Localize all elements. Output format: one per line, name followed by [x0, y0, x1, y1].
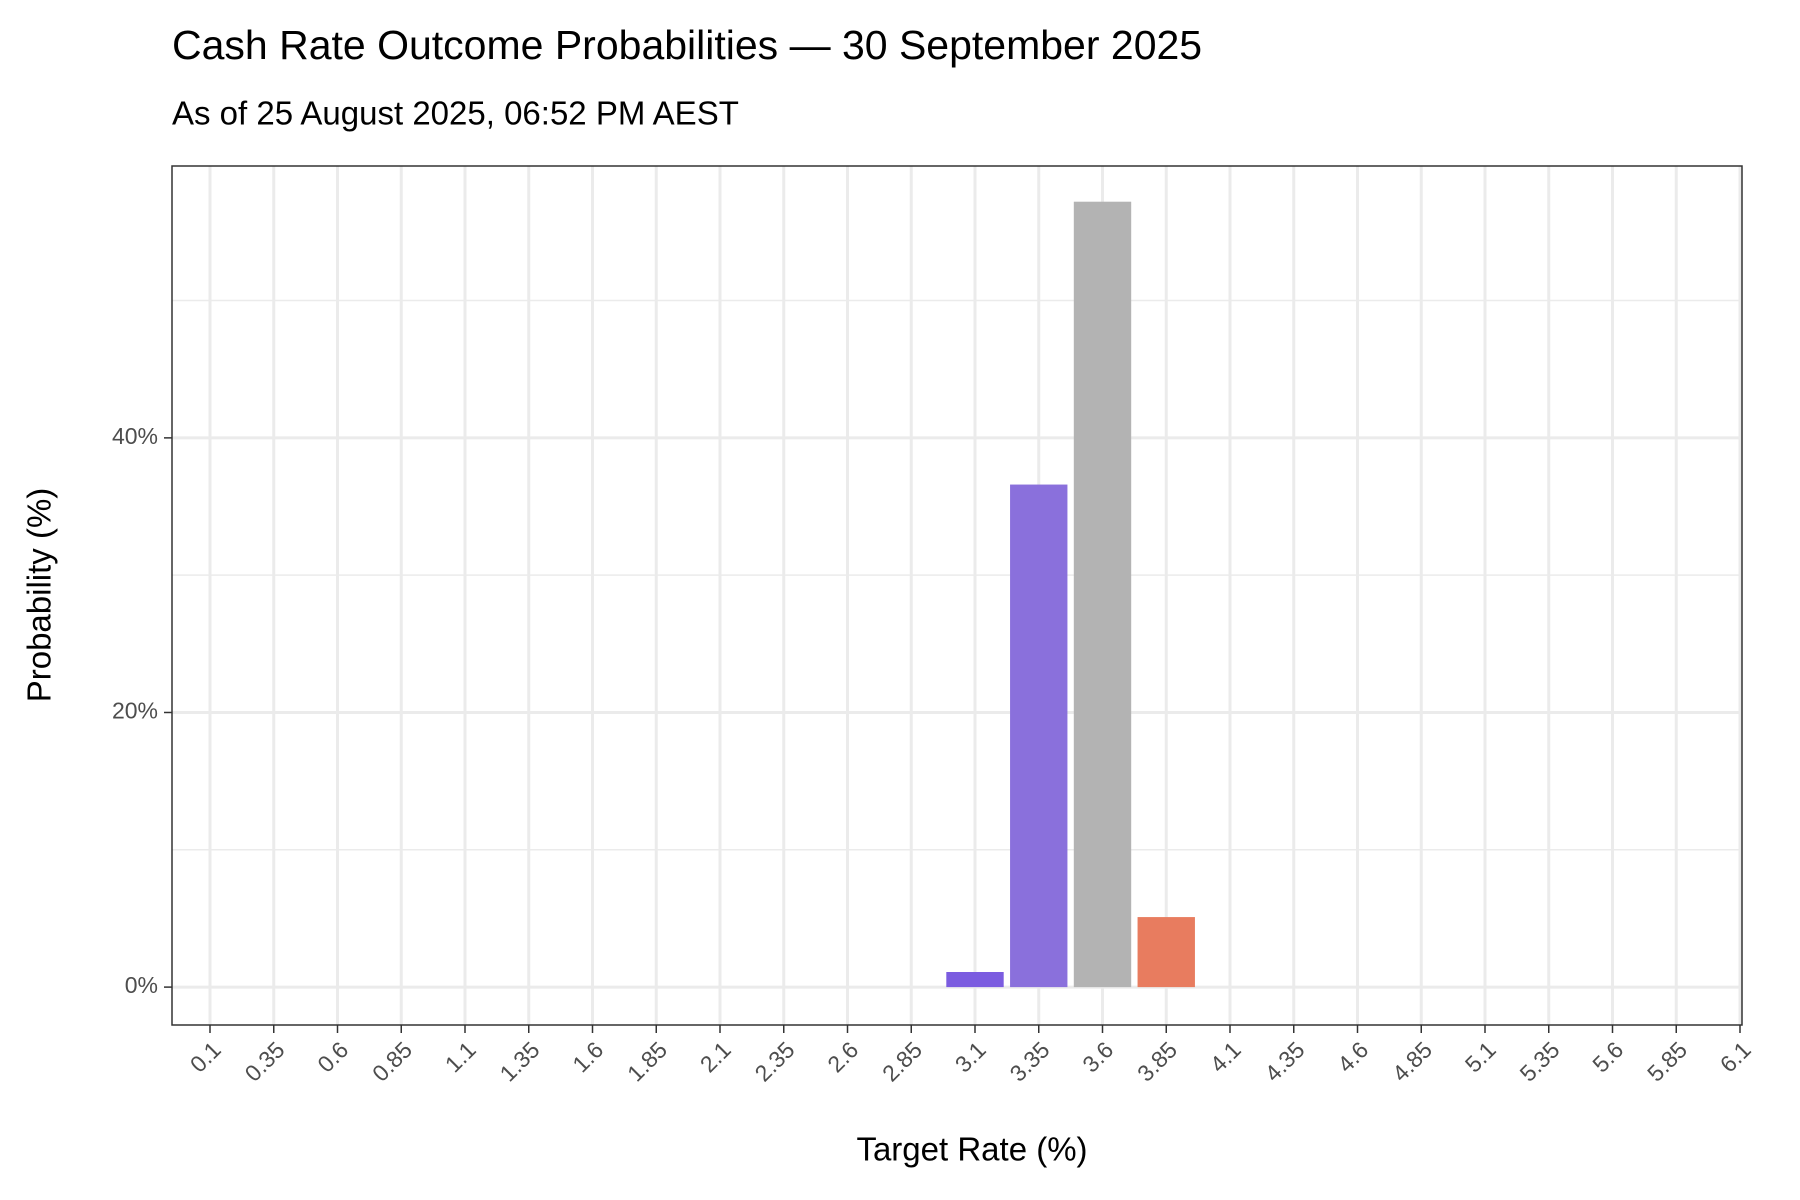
x-tick-label: 3.1 [950, 1036, 991, 1077]
x-axis-title: Target Rate (%) [856, 1131, 1087, 1168]
bar [946, 971, 1004, 988]
x-tick-label: 2.6 [822, 1036, 863, 1077]
x-tick-label: 2.35 [750, 1036, 800, 1086]
x-tick-label: 4.85 [1387, 1036, 1437, 1086]
x-tick-label: 1.85 [622, 1036, 672, 1086]
x-tick-label: 2.85 [877, 1036, 927, 1086]
x-tick-label: 3.35 [1005, 1036, 1055, 1086]
y-axis-title: Probability (%) [21, 488, 58, 703]
x-tick-label: 6.1 [1715, 1036, 1756, 1077]
bar [1073, 201, 1132, 988]
x-tick-label: 3.85 [1132, 1036, 1182, 1086]
chart-subtitle: As of 25 August 2025, 06:52 PM AEST [172, 95, 739, 132]
x-tick-label: 0.1 [185, 1036, 226, 1077]
x-tick-label: 4.35 [1260, 1036, 1310, 1086]
y-tick-label: 0% [125, 972, 158, 998]
y-tick-label: 40% [112, 423, 158, 449]
x-tick-label: 0.85 [367, 1036, 417, 1086]
x-tick-label: 5.85 [1642, 1036, 1692, 1086]
x-tick-label: 0.35 [240, 1036, 290, 1086]
plot-border [171, 165, 1743, 1026]
x-tick-label: 4.6 [1332, 1036, 1373, 1077]
chart-title: Cash Rate Outcome Probabilities — 30 Sep… [172, 22, 1202, 68]
x-tick-label: 5.6 [1587, 1036, 1628, 1077]
x-tick-label: 3.6 [1077, 1036, 1118, 1077]
y-tick-label: 20% [112, 698, 158, 724]
x-tick-label: 1.35 [495, 1036, 545, 1086]
x-tick-label: 2.1 [695, 1036, 736, 1077]
x-tick-label: 4.1 [1205, 1036, 1246, 1077]
x-tick-label: 5.35 [1515, 1036, 1565, 1086]
bar [1010, 484, 1068, 988]
x-tick-label: 1.6 [567, 1036, 608, 1077]
x-tick-label: 0.6 [312, 1036, 353, 1077]
x-tick-label: 1.1 [440, 1036, 481, 1077]
x-tick-label: 5.1 [1460, 1036, 1501, 1077]
bar [1137, 917, 1195, 988]
